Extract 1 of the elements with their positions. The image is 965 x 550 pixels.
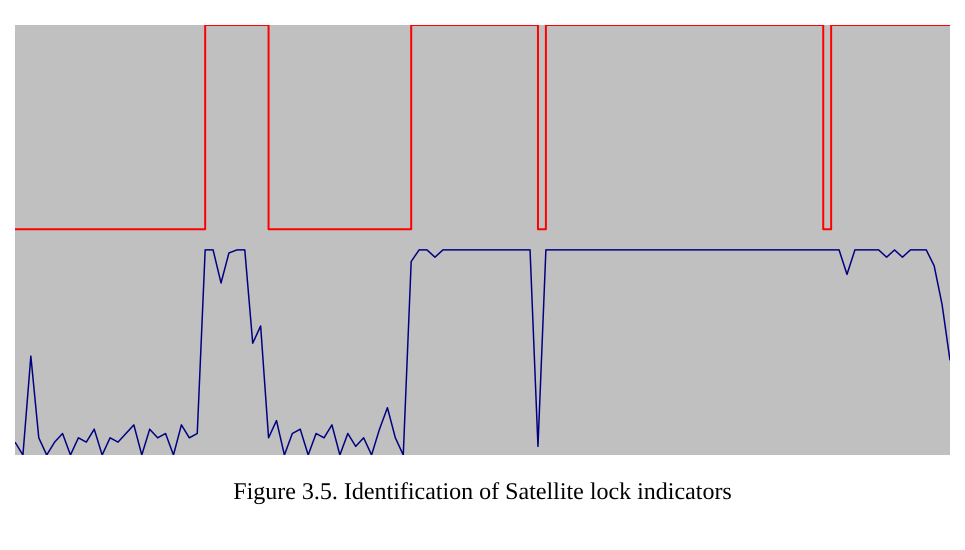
text: Figure 3.5. Identification of Satellite lock indicators <box>233 479 732 505</box>
